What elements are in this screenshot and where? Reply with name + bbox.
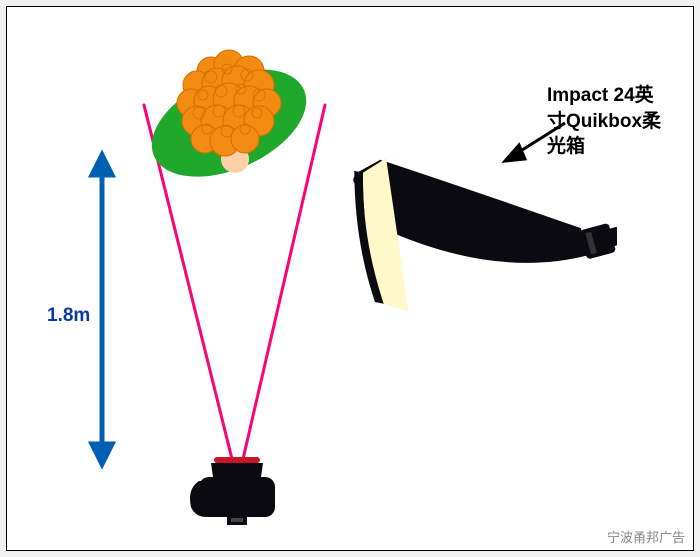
softbox-label-line2: 寸Quikbox柔	[547, 109, 661, 135]
diagram-frame: 1.8m	[6, 6, 694, 551]
softbox-label-line1: Impact 24英	[547, 83, 661, 109]
watermark-text: 宁波甬邦广告	[607, 527, 685, 546]
softbox-label-line3: 光箱	[547, 134, 661, 160]
softbox-label: Impact 24英 寸Quikbox柔 光箱	[547, 83, 661, 160]
